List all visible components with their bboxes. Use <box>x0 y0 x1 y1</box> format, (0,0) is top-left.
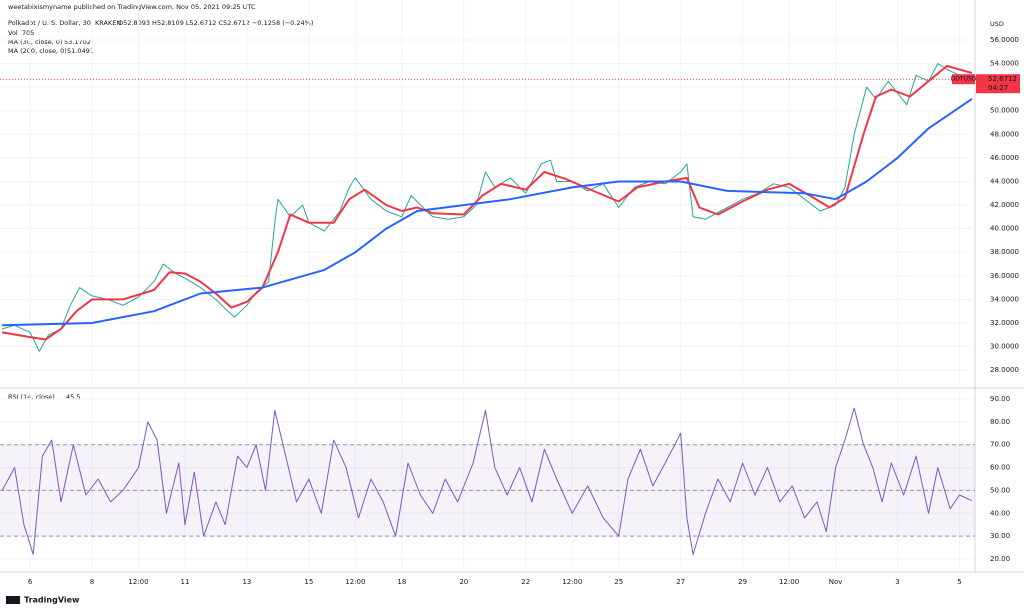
publisher: weetabixismyname published on TradingVie… <box>8 3 256 11</box>
ma200-value: 51.0491 <box>67 47 94 55</box>
y-tick-label: 60.00 <box>990 464 1010 472</box>
brand: TradingView <box>24 596 80 605</box>
x-tick-label: Nov <box>829 578 843 586</box>
x-tick-label: 25 <box>614 578 623 586</box>
x-tick-label: 20 <box>459 578 468 586</box>
x-tick-label: 18 <box>397 578 406 586</box>
y-tick-label: 30.00 <box>990 532 1010 540</box>
series-line <box>1 407 973 555</box>
symbol-tag <box>952 74 975 85</box>
y-tick-label: 54.0000 <box>990 60 1019 68</box>
y-tick-label: 48.0000 <box>990 130 1019 138</box>
y-tick-label: 38.0000 <box>990 248 1019 256</box>
x-tick-label: 12:00 <box>345 578 365 586</box>
vol-value: 705 <box>22 29 34 37</box>
price-tag-countdown: 04:27 <box>988 84 1008 92</box>
ohlc: O52.8093 H52.8109 L52.6712 C52.6712 −0.1… <box>118 19 313 27</box>
symbol-tag-text: DOTUSD <box>951 76 977 83</box>
currency: USD <box>990 20 1004 28</box>
x-tick-label: 12:00 <box>779 578 799 586</box>
y-tick-label: 90.00 <box>990 395 1010 403</box>
x-tick-label: 6 <box>28 578 33 586</box>
price-tag <box>976 74 1020 94</box>
x-tick-label: 22 <box>521 578 530 586</box>
ma30-value: 53.1702 <box>64 38 91 46</box>
y-tick-label: 36.0000 <box>990 272 1019 280</box>
rsi-label: RSI (14, close) <box>8 393 55 401</box>
y-tick-label: 50.0000 <box>990 107 1019 115</box>
x-tick-label: 13 <box>242 578 251 586</box>
y-tick-label: 34.0000 <box>990 295 1019 303</box>
ma200-label: MA (200, close, 0) <box>8 47 67 55</box>
rsi-value: 45.5 <box>66 393 80 401</box>
price-tag-value: 52.6712 <box>988 75 1017 83</box>
series-line <box>2 64 973 341</box>
y-tick-label: 20.00 <box>990 555 1010 563</box>
y-tick-label: 40.00 <box>990 509 1010 517</box>
vol-label: Vol <box>8 29 18 37</box>
x-tick-label: 12:00 <box>562 578 582 586</box>
x-tick-label: 11 <box>181 578 190 586</box>
symbol: Polkadot / U. S. Dollar, 30, KRAKEN <box>8 19 121 27</box>
y-tick-label: 46.0000 <box>990 154 1019 162</box>
y-tick-label: 32.0000 <box>990 319 1019 327</box>
ma30-label: MA (30, close, 0) <box>8 38 63 46</box>
x-tick-label: 8 <box>90 578 94 586</box>
y-tick-label: 44.0000 <box>990 177 1019 185</box>
x-tick-label: 29 <box>738 578 747 586</box>
brand-logo <box>6 596 20 604</box>
y-tick-label: 80.00 <box>990 418 1010 426</box>
x-tick-label: 27 <box>676 578 685 586</box>
x-tick-label: 12:00 <box>128 578 148 586</box>
y-tick-label: 40.0000 <box>990 225 1019 233</box>
y-tick-label: 28.0000 <box>990 366 1019 374</box>
y-tick-label: 50.00 <box>990 486 1010 494</box>
series-line <box>2 98 973 327</box>
y-tick-label: 70.00 <box>990 441 1010 449</box>
y-tick-label: 30.0000 <box>990 343 1019 351</box>
x-tick-label: 5 <box>957 578 961 586</box>
y-tick-label: 56.0000 <box>990 36 1019 44</box>
y-tick-label: 42.0000 <box>990 201 1019 209</box>
x-tick-label: 3 <box>895 578 899 586</box>
x-tick-label: 15 <box>304 578 313 586</box>
